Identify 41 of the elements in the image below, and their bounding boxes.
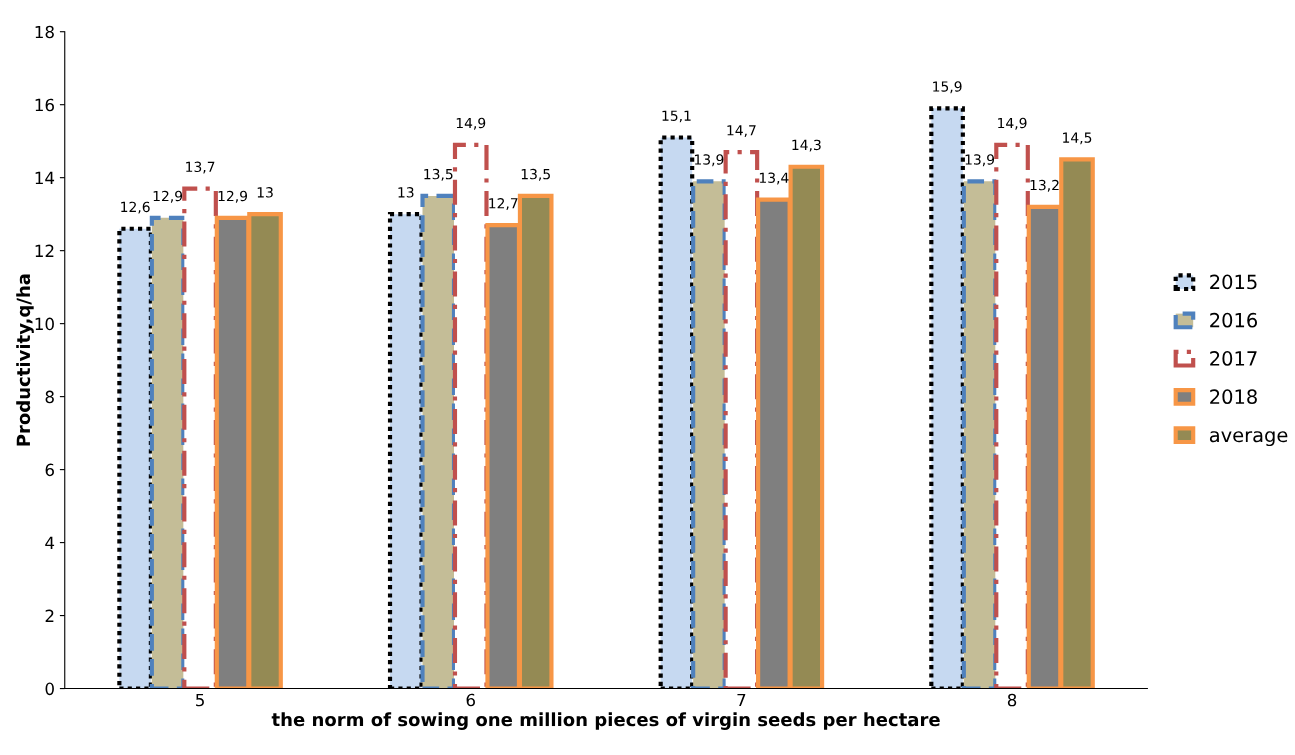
y-tick-label: 12 xyxy=(35,244,54,257)
data-label: 14,9 xyxy=(456,117,486,130)
y-tick-label: 8 xyxy=(45,390,54,404)
data-label: 12,6 xyxy=(121,201,150,214)
x-tick-label: 5 xyxy=(196,693,204,707)
y-axis-title: Productivity,q/ha xyxy=(16,274,34,446)
legend-label: 2016 xyxy=(1210,312,1258,328)
x-tick-label: 6 xyxy=(466,693,475,707)
data-label: 13,9 xyxy=(694,154,724,167)
data-label: 14,9 xyxy=(998,117,1027,130)
data-label: 13,4 xyxy=(759,172,789,185)
y-tick-label: 4 xyxy=(45,536,55,549)
data-label: 15,1 xyxy=(662,110,691,123)
y-tick-label: 10 xyxy=(35,317,54,331)
data-label: 12,7 xyxy=(489,198,518,210)
data-label: 12,9 xyxy=(153,190,183,203)
data-label: 14,5 xyxy=(1063,132,1092,145)
data-label: 15,9 xyxy=(933,81,962,94)
data-label: 13,9 xyxy=(965,154,995,167)
data-label: 13,2 xyxy=(1030,179,1059,192)
data-label: 13,7 xyxy=(186,161,215,174)
data-label: 13 xyxy=(398,187,414,198)
x-axis-title: the norm of sowing one million pieces of virgin seeds per hectare xyxy=(271,712,940,730)
y-tick-label: 2 xyxy=(45,609,54,622)
legend-label: average xyxy=(1209,431,1288,447)
data-label: 13,5 xyxy=(521,168,550,181)
data-label: 13 xyxy=(257,187,273,198)
y-tick-label: 14 xyxy=(35,171,55,185)
x-tick-label: 8 xyxy=(1007,693,1017,707)
legend-label: 2015 xyxy=(1210,274,1257,290)
data-label: 13,5 xyxy=(424,168,453,181)
data-label: 14,7 xyxy=(727,125,756,137)
data-label: 14,3 xyxy=(792,139,821,152)
legend-label: 2017 xyxy=(1210,351,1257,366)
x-tick-label: 7 xyxy=(737,693,746,707)
y-tick-label: 16 xyxy=(35,98,54,112)
data-label: 12,9 xyxy=(218,190,248,203)
y-tick-label: 6 xyxy=(45,463,54,477)
legend-label: 2018 xyxy=(1210,389,1257,405)
y-tick-label: 18 xyxy=(35,25,54,39)
y-tick-label: 0 xyxy=(45,682,54,696)
